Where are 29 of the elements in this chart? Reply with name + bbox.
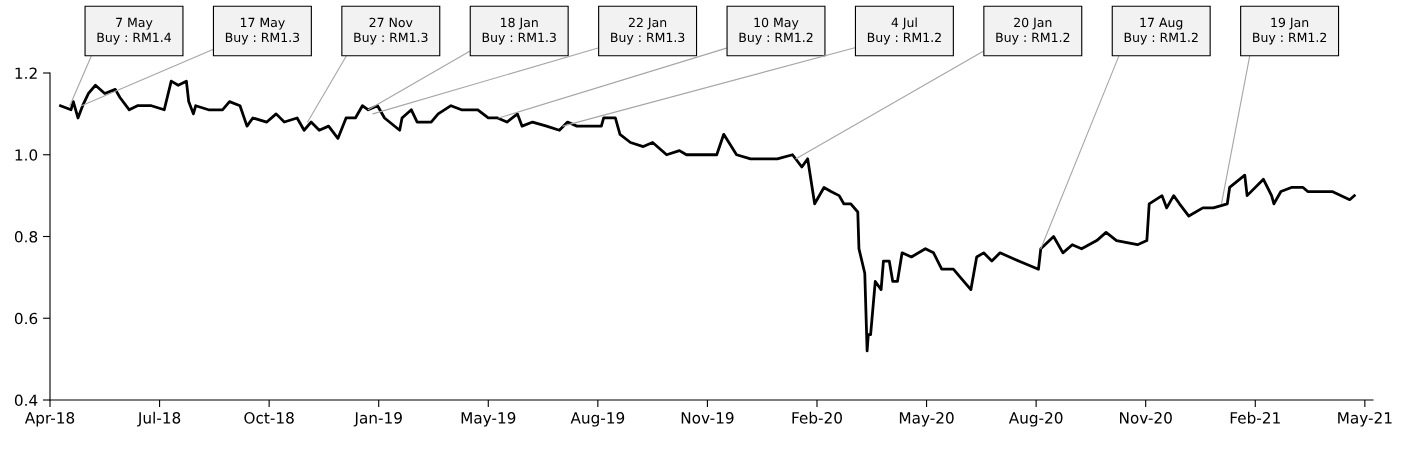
- x-tick-label: Nov-19: [681, 412, 734, 424]
- annotation: 18 Jan Buy : RM1.3: [482, 17, 556, 45]
- x-tick-label: Feb-21: [1230, 411, 1280, 424]
- x-tick-label: Aug-20: [1008, 412, 1063, 427]
- x-tick-label: Aug-19: [570, 412, 625, 427]
- x-tick-label: Nov-20: [1120, 412, 1172, 424]
- annotation: 22 Jan Buy : RM1.3: [611, 17, 685, 45]
- y-tick-label: 0.6: [14, 312, 38, 325]
- x-tick-label: May-20: [899, 412, 954, 427]
- line-series: [59, 79, 1356, 353]
- annotation: 7 May Buy : RM1.4: [97, 17, 171, 45]
- y-tick-label: 1.2: [15, 67, 37, 79]
- x-tick-label: Jan-19: [353, 412, 402, 427]
- annotation: 4 Jul Buy : RM1.2: [867, 17, 941, 45]
- x-tick-label: Apr-18: [24, 412, 75, 427]
- x-tick-label: Jul-18: [137, 411, 181, 427]
- annotation: 20 Jan Buy : RM1.2: [996, 17, 1070, 45]
- x-tick-label: May-21: [1338, 412, 1392, 427]
- annotation: 27 Nov Buy : RM1.3: [354, 17, 428, 45]
- y-tick-label: 0.4: [14, 394, 38, 407]
- annotation: 19 Jan Buy : RM1.2: [1253, 17, 1327, 45]
- x-tick-label: May-19: [461, 412, 516, 427]
- annotation: 10 May Buy : RM1.2: [739, 17, 813, 45]
- y-tick-label: 0.8: [14, 230, 38, 243]
- annotation: 17 May Buy : RM1.3: [225, 17, 300, 45]
- y-tick-label: 1.0: [15, 149, 38, 161]
- x-tick-label: Oct-18: [244, 412, 294, 424]
- annotation: 17 Aug Buy : RM1.2: [1124, 17, 1198, 45]
- x-tick-label: Feb-20: [792, 411, 842, 424]
